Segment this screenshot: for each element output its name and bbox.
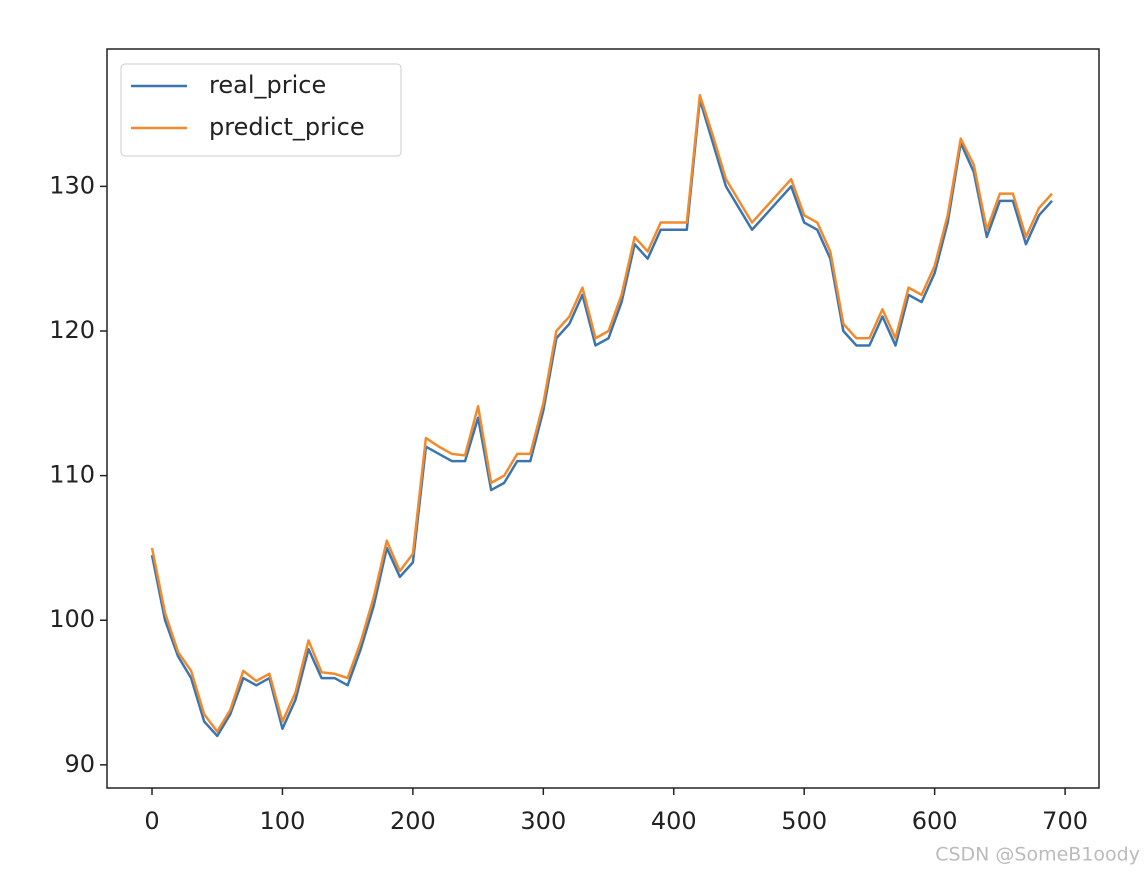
x-tick-label: 500 bbox=[781, 807, 827, 835]
series-line bbox=[150, 98, 1053, 738]
x-tick-label: 100 bbox=[260, 807, 306, 835]
watermark: CSDN @SomeB1oody bbox=[935, 844, 1140, 866]
y-tick-label: 100 bbox=[49, 605, 95, 633]
x-tick-label: 0 bbox=[144, 807, 159, 835]
plot-frame bbox=[106, 48, 1100, 789]
x-tick-label: 700 bbox=[1042, 807, 1088, 835]
legend-label: predict_price bbox=[209, 113, 365, 141]
x-tick-label: 200 bbox=[390, 807, 436, 835]
legend-box bbox=[120, 63, 402, 157]
x-tick-label: 600 bbox=[912, 807, 958, 835]
y-tick-label: 90 bbox=[64, 750, 95, 778]
x-tick-label: 400 bbox=[651, 807, 697, 835]
legend-label: real_price bbox=[209, 71, 326, 99]
y-tick-label: 110 bbox=[49, 461, 95, 489]
y-tick-label: 120 bbox=[49, 316, 95, 344]
series-line bbox=[150, 94, 1053, 733]
y-tick-label: 130 bbox=[49, 171, 95, 199]
x-tick-label: 300 bbox=[520, 807, 566, 835]
